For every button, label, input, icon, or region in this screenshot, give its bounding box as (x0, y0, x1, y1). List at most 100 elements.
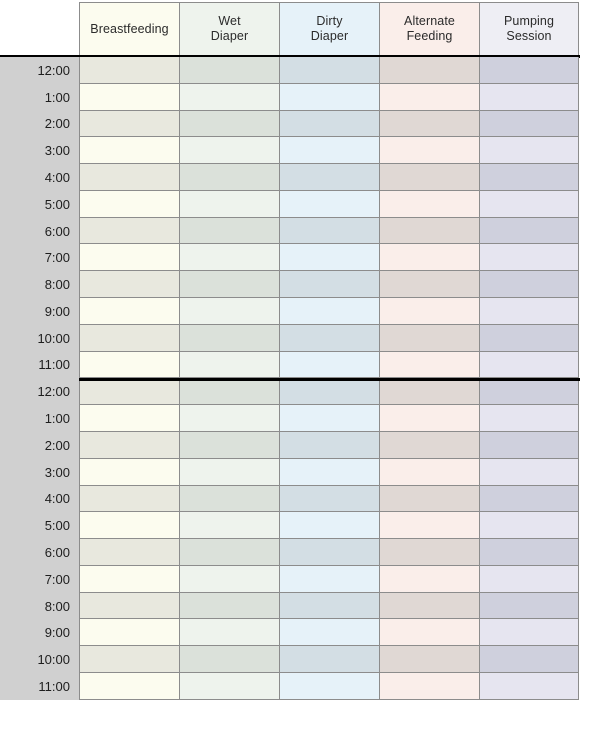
cell-pumping-session-pm-1200[interactable] (479, 378, 579, 406)
cell-pumping-session-pm-400[interactable] (479, 485, 579, 513)
cell-alternate-feeding-am-600[interactable] (379, 217, 479, 245)
cell-breastfeeding-pm-1000[interactable] (79, 646, 179, 673)
cell-alternate-feeding-am-1200[interactable] (379, 57, 479, 84)
cell-pumping-session-am-400[interactable] (479, 164, 579, 191)
cell-alternate-feeding-pm-100[interactable] (379, 405, 479, 432)
cell-pumping-session-am-900[interactable] (479, 298, 579, 325)
cell-breastfeeding-am-100[interactable] (79, 83, 179, 111)
cell-dirty-diaper-am-600[interactable] (279, 217, 379, 245)
cell-dirty-diaper-am-1200[interactable] (279, 57, 379, 84)
cell-pumping-session-am-1100[interactable] (479, 351, 579, 379)
cell-dirty-diaper-pm-200[interactable] (279, 431, 379, 459)
cell-breastfeeding-am-1100[interactable] (79, 351, 179, 379)
cell-wet-diaper-am-400[interactable] (179, 164, 279, 191)
cell-breastfeeding-pm-700[interactable] (79, 565, 179, 593)
cell-wet-diaper-am-700[interactable] (179, 244, 279, 272)
cell-pumping-session-am-1000[interactable] (479, 324, 579, 352)
cell-wet-diaper-am-1100[interactable] (179, 351, 279, 379)
cell-dirty-diaper-pm-500[interactable] (279, 512, 379, 540)
cell-alternate-feeding-am-400[interactable] (379, 164, 479, 191)
cell-alternate-feeding-pm-300[interactable] (379, 458, 479, 486)
cell-breastfeeding-am-300[interactable] (79, 137, 179, 165)
cell-alternate-feeding-am-300[interactable] (379, 137, 479, 165)
cell-dirty-diaper-am-300[interactable] (279, 137, 379, 165)
cell-breastfeeding-pm-200[interactable] (79, 431, 179, 459)
cell-alternate-feeding-pm-900[interactable] (379, 619, 479, 647)
cell-breastfeeding-am-1000[interactable] (79, 324, 179, 352)
cell-pumping-session-am-700[interactable] (479, 244, 579, 272)
cell-breastfeeding-am-1200[interactable] (79, 57, 179, 84)
cell-alternate-feeding-am-800[interactable] (379, 271, 479, 299)
cell-dirty-diaper-pm-1100[interactable] (279, 672, 379, 700)
cell-dirty-diaper-pm-300[interactable] (279, 458, 379, 486)
cell-pumping-session-pm-300[interactable] (479, 458, 579, 486)
cell-dirty-diaper-pm-700[interactable] (279, 565, 379, 593)
cell-dirty-diaper-am-900[interactable] (279, 298, 379, 325)
cell-alternate-feeding-pm-400[interactable] (379, 485, 479, 513)
cell-dirty-diaper-am-800[interactable] (279, 271, 379, 299)
cell-alternate-feeding-am-700[interactable] (379, 244, 479, 272)
cell-dirty-diaper-pm-800[interactable] (279, 592, 379, 620)
cell-wet-diaper-pm-800[interactable] (179, 592, 279, 620)
cell-breastfeeding-am-500[interactable] (79, 190, 179, 218)
cell-breastfeeding-am-400[interactable] (79, 164, 179, 191)
cell-dirty-diaper-am-500[interactable] (279, 190, 379, 218)
cell-alternate-feeding-am-500[interactable] (379, 190, 479, 218)
cell-breastfeeding-am-700[interactable] (79, 244, 179, 272)
cell-breastfeeding-pm-400[interactable] (79, 485, 179, 513)
cell-wet-diaper-pm-400[interactable] (179, 485, 279, 513)
cell-pumping-session-pm-700[interactable] (479, 565, 579, 593)
cell-pumping-session-pm-600[interactable] (479, 539, 579, 566)
cell-breastfeeding-pm-900[interactable] (79, 619, 179, 647)
cell-wet-diaper-pm-500[interactable] (179, 512, 279, 540)
cell-alternate-feeding-am-100[interactable] (379, 83, 479, 111)
cell-alternate-feeding-pm-600[interactable] (379, 539, 479, 566)
cell-pumping-session-am-100[interactable] (479, 83, 579, 111)
cell-pumping-session-pm-200[interactable] (479, 431, 579, 459)
cell-breastfeeding-am-600[interactable] (79, 217, 179, 245)
cell-wet-diaper-am-100[interactable] (179, 83, 279, 111)
cell-dirty-diaper-am-1000[interactable] (279, 324, 379, 352)
cell-alternate-feeding-pm-1200[interactable] (379, 378, 479, 406)
cell-breastfeeding-am-900[interactable] (79, 298, 179, 325)
cell-dirty-diaper-am-100[interactable] (279, 83, 379, 111)
cell-breastfeeding-pm-1100[interactable] (79, 672, 179, 700)
cell-wet-diaper-pm-1200[interactable] (179, 378, 279, 406)
cell-wet-diaper-pm-200[interactable] (179, 431, 279, 459)
cell-dirty-diaper-pm-600[interactable] (279, 539, 379, 566)
cell-breastfeeding-pm-800[interactable] (79, 592, 179, 620)
cell-breastfeeding-pm-100[interactable] (79, 405, 179, 432)
cell-wet-diaper-pm-600[interactable] (179, 539, 279, 566)
cell-alternate-feeding-pm-1100[interactable] (379, 672, 479, 700)
cell-wet-diaper-pm-1000[interactable] (179, 646, 279, 673)
cell-dirty-diaper-pm-1000[interactable] (279, 646, 379, 673)
cell-pumping-session-pm-1100[interactable] (479, 672, 579, 700)
cell-dirty-diaper-pm-400[interactable] (279, 485, 379, 513)
cell-breastfeeding-pm-500[interactable] (79, 512, 179, 540)
cell-alternate-feeding-pm-500[interactable] (379, 512, 479, 540)
cell-pumping-session-am-200[interactable] (479, 110, 579, 138)
cell-dirty-diaper-pm-1200[interactable] (279, 378, 379, 406)
cell-dirty-diaper-am-400[interactable] (279, 164, 379, 191)
cell-alternate-feeding-am-200[interactable] (379, 110, 479, 138)
cell-breastfeeding-pm-300[interactable] (79, 458, 179, 486)
cell-dirty-diaper-pm-900[interactable] (279, 619, 379, 647)
cell-alternate-feeding-am-1100[interactable] (379, 351, 479, 379)
cell-pumping-session-am-600[interactable] (479, 217, 579, 245)
cell-wet-diaper-am-500[interactable] (179, 190, 279, 218)
cell-dirty-diaper-pm-100[interactable] (279, 405, 379, 432)
cell-pumping-session-pm-100[interactable] (479, 405, 579, 432)
cell-pumping-session-pm-500[interactable] (479, 512, 579, 540)
cell-wet-diaper-am-800[interactable] (179, 271, 279, 299)
cell-wet-diaper-am-1000[interactable] (179, 324, 279, 352)
cell-wet-diaper-pm-700[interactable] (179, 565, 279, 593)
cell-alternate-feeding-pm-200[interactable] (379, 431, 479, 459)
cell-wet-diaper-am-1200[interactable] (179, 57, 279, 84)
cell-alternate-feeding-pm-700[interactable] (379, 565, 479, 593)
cell-wet-diaper-am-900[interactable] (179, 298, 279, 325)
cell-wet-diaper-pm-1100[interactable] (179, 672, 279, 700)
cell-alternate-feeding-am-1000[interactable] (379, 324, 479, 352)
cell-pumping-session-am-1200[interactable] (479, 57, 579, 84)
cell-pumping-session-pm-1000[interactable] (479, 646, 579, 673)
cell-pumping-session-am-800[interactable] (479, 271, 579, 299)
